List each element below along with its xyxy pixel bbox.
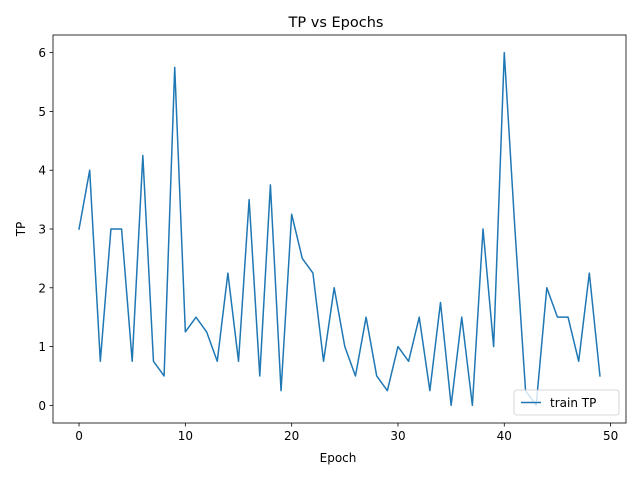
- y-tick-label: 2: [38, 281, 46, 295]
- y-tick-label: 1: [38, 340, 46, 354]
- x-tick-label: 10: [178, 429, 193, 443]
- x-axis-label: Epoch: [320, 451, 357, 465]
- y-tick-label: 4: [38, 164, 46, 178]
- legend-box: [513, 389, 620, 416]
- legend: train TP: [513, 389, 620, 416]
- chart-title: TP vs Epochs: [288, 15, 384, 31]
- y-axis-label: TP: [14, 222, 28, 238]
- legend-label: train TP: [550, 396, 596, 410]
- x-tick-label: 30: [390, 429, 405, 443]
- y-tick-label: 6: [38, 46, 46, 60]
- x-tick-label: 20: [284, 429, 299, 443]
- series-line-0: [78, 51, 601, 407]
- y-tick-label: 5: [38, 105, 46, 119]
- x-tick-label: 50: [603, 429, 618, 443]
- x-tick-label: 40: [497, 429, 512, 443]
- y-tick-label: 0: [38, 399, 46, 413]
- x-tick-label: 0: [75, 429, 83, 443]
- plot-area: 0 10 20 30 40 50 0 1 2 3 4 5 6: [38, 34, 627, 443]
- y-tick-label: 3: [38, 223, 46, 237]
